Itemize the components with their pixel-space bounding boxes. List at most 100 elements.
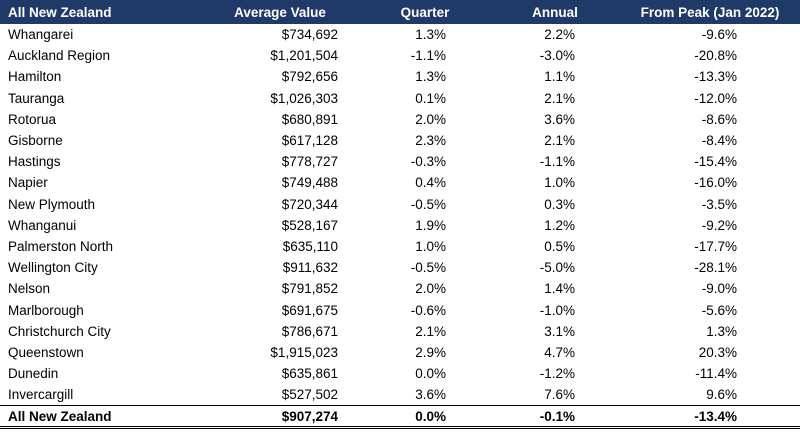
value-cell: 3.6% — [544, 111, 575, 127]
header-cell: From Peak (Jan 2022) — [620, 0, 800, 24]
value-cell: $1,915,023 — [270, 344, 338, 360]
region-cell: New Plymouth — [8, 196, 96, 212]
region-cell: Queenstown — [8, 344, 84, 360]
table-row: Whanganui $528,167 1.9% 1.2% -9.2% — [0, 215, 800, 236]
value-cell: -9.0% — [701, 281, 737, 297]
region-cell: Hastings — [8, 154, 61, 170]
value-cell: $617,128 — [281, 133, 338, 149]
value-cell: 2.1% — [544, 133, 575, 149]
region-cell: Dunedin — [8, 366, 59, 382]
table-body: Whangarei $734,692 1.3% 2.2% -9.6% Auckland R… — [0, 24, 800, 406]
value-cell: 1.9% — [415, 217, 446, 233]
value-cell: -3.5% — [701, 196, 737, 212]
value-cell: $720,344 — [281, 196, 338, 212]
value-cell: -0.1% — [490, 405, 620, 430]
value-cell: 20.3% — [698, 344, 737, 360]
value-cell: 0.5% — [544, 238, 575, 254]
value-cell: $635,110 — [282, 238, 338, 254]
table-row: Dunedin $635,861 0.0% -1.2% -11.4% — [0, 363, 800, 384]
value-cell: -8.6% — [701, 111, 737, 127]
value-cell: 2.0% — [415, 281, 446, 297]
value-cell: $907,274 — [200, 405, 360, 430]
value-cell: $528,167 — [281, 217, 338, 233]
region-cell: All New Zealand — [0, 405, 200, 430]
header-cell: Annual — [490, 0, 620, 24]
value-cell: $527,502 — [281, 387, 338, 403]
header-cell: Quarter — [360, 0, 490, 24]
value-cell: $786,671 — [281, 323, 338, 339]
region-cell: Rotorua — [8, 111, 57, 127]
value-cell: $791,852 — [281, 281, 338, 297]
region-cell: Napier — [8, 175, 48, 191]
value-cell: 4.7% — [544, 344, 575, 360]
value-cell: -5.6% — [701, 302, 737, 318]
value-cell: $635,861 — [281, 366, 338, 382]
value-cell: -17.7% — [694, 238, 737, 254]
value-cell: 1.3% — [415, 69, 446, 85]
region-cell: Christchurch City — [8, 323, 111, 339]
value-cell: 3.1% — [544, 323, 575, 339]
value-cell: -13.3% — [694, 69, 737, 85]
value-cell: -1.1% — [539, 154, 575, 170]
value-cell: 2.0% — [415, 111, 446, 127]
table-row: Rotorua $680,891 2.0% 3.6% -8.6% — [0, 109, 800, 130]
value-cell: 1.4% — [544, 281, 575, 297]
value-cell: 2.1% — [544, 90, 575, 106]
value-cell: -15.4% — [694, 154, 737, 170]
value-cell: -13.4% — [620, 405, 800, 430]
value-cell: 3.6% — [415, 387, 446, 403]
value-cell: -28.1% — [694, 260, 737, 276]
header-cell: All New Zealand — [0, 0, 200, 24]
value-cell: $778,727 — [281, 154, 338, 170]
table-row: Gisborne $617,128 2.3% 2.1% -8.4% — [0, 130, 800, 151]
table-row: Whangarei $734,692 1.3% 2.2% -9.6% — [0, 24, 800, 45]
value-cell: -20.8% — [694, 48, 737, 64]
value-cell: 0.0% — [415, 366, 446, 382]
value-cell: -11.4% — [695, 366, 737, 382]
value-cell: -0.6% — [410, 302, 446, 318]
table-row: Nelson $791,852 2.0% 1.4% -9.0% — [0, 278, 800, 299]
value-cell: $1,201,504 — [270, 48, 338, 64]
value-cell: 1.0% — [544, 175, 575, 191]
total-row: All New Zealand $907,274 0.0% -0.1% -13.4% — [0, 405, 800, 430]
table-row: Napier $749,488 0.4% 1.0% -16.0% — [0, 172, 800, 193]
region-cell: Palmerston North — [8, 238, 114, 254]
value-cell: 1.3% — [706, 323, 737, 339]
value-cell: 2.2% — [544, 27, 575, 43]
value-cell: $691,675 — [281, 302, 338, 318]
table-row: Marlborough $691,675 -0.6% -1.0% -5.6% — [0, 299, 800, 320]
value-cell: -1.0% — [539, 302, 575, 318]
table-row: Tauranga $1,026,303 0.1% 2.1% -12.0% — [0, 88, 800, 109]
value-cell: -3.0% — [539, 48, 575, 64]
value-cell: -1.2% — [539, 366, 575, 382]
region-cell: Hamilton — [8, 69, 62, 85]
value-cell: $749,488 — [281, 175, 338, 191]
value-cell: -8.4% — [701, 133, 737, 149]
table-row: Christchurch City $786,671 2.1% 3.1% 1.3% — [0, 321, 800, 342]
table-row: New Plymouth $720,344 -0.5% 0.3% -3.5% — [0, 194, 800, 215]
value-cell: -12.0% — [694, 90, 737, 106]
value-cell: $911,632 — [282, 260, 338, 276]
value-cell: 1.2% — [544, 217, 575, 233]
value-cell: 0.3% — [544, 196, 575, 212]
table-row: Hastings $778,727 -0.3% -1.1% -15.4% — [0, 151, 800, 172]
value-cell: 2.3% — [415, 133, 446, 149]
region-cell: Invercargill — [8, 387, 74, 403]
table-footer: All New Zealand $907,274 0.0% -0.1% -13.4% — [0, 405, 800, 430]
region-cell: Whanganui — [8, 217, 77, 233]
value-cell: 1.1% — [544, 69, 575, 85]
value-cell: -9.2% — [701, 217, 737, 233]
value-cell: 0.0% — [360, 405, 490, 430]
value-cell: 0.1% — [415, 90, 446, 106]
value-cell: -0.3% — [410, 154, 446, 170]
table-row: Invercargill $527,502 3.6% 7.6% 9.6% — [0, 384, 800, 406]
value-cell: $1,026,303 — [270, 90, 338, 106]
value-cell: -16.0% — [694, 175, 737, 191]
table-row: Queenstown $1,915,023 2.9% 4.7% 20.3% — [0, 342, 800, 363]
value-cell: $792,656 — [281, 69, 338, 85]
region-cell: Whangarei — [8, 27, 74, 43]
value-cell: $734,692 — [281, 27, 338, 43]
value-cell: 2.9% — [415, 344, 446, 360]
